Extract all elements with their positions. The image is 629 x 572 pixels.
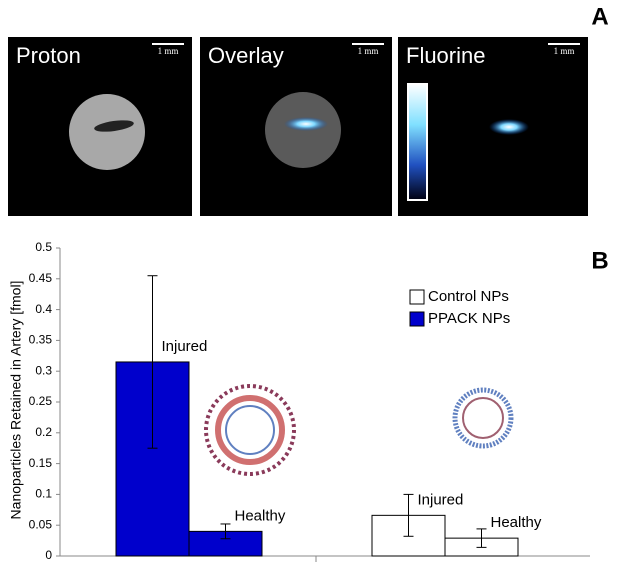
panel-letter: B [591,247,608,274]
legend-swatch [409,289,425,305]
image-label: Overlay [208,43,284,68]
y-tick-label: 0.35 [29,333,53,347]
scale-label: 1 mm [554,46,575,56]
image-overlay [200,37,392,216]
legend-swatch [409,311,425,327]
y-tick-label: 0.15 [29,456,53,470]
y-axis-label: Nanoparticles Retained in Artery [fmol] [8,281,24,520]
bar-label: Healthy [235,507,286,524]
image-label: Proton [16,43,81,68]
legend-label: PPACK NPs [428,310,510,327]
y-tick-label: 0.1 [35,487,52,501]
y-tick-label: 0.3 [35,363,52,377]
panel-letter: A [591,3,608,30]
image-label: Fluorine [406,43,485,68]
y-tick-label: 0.2 [35,425,52,439]
bar-label: Injured [162,338,208,355]
image-proton [8,37,192,216]
scale-label: 1 mm [358,46,379,56]
bar-label: Injured [418,491,464,508]
y-tick-label: 0.05 [29,517,53,531]
bar-label: Healthy [491,514,542,531]
y-tick-label: 0.45 [29,271,53,285]
image-fluorine [398,37,588,216]
scale-label: 1 mm [158,46,179,56]
y-tick-label: 0.4 [35,302,52,316]
y-tick-label: 0.5 [35,240,52,254]
nanoparticle-control [452,387,514,449]
nanoparticle-ppack [204,384,296,476]
y-tick-label: 0.25 [29,394,53,408]
legend-label: Control NPs [428,288,509,305]
y-tick-label: 0 [45,548,52,562]
